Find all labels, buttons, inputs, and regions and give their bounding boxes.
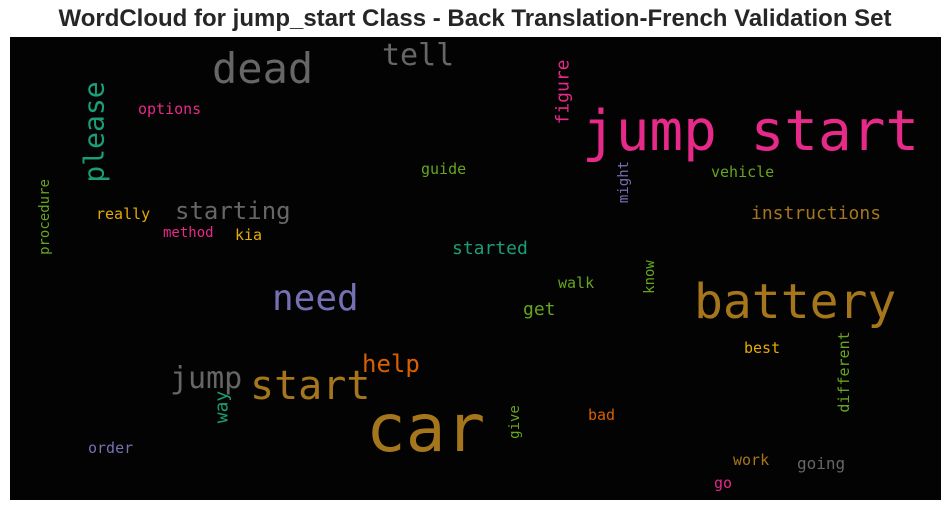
word-vehicle: vehicle (711, 163, 774, 181)
word-start: start (250, 363, 370, 409)
word-bad: bad (588, 406, 615, 424)
word-kia: kia (235, 226, 262, 244)
word-different: different (835, 331, 853, 412)
word-instructions: instructions (751, 203, 881, 224)
word-options: options (138, 100, 201, 118)
word-walk: walk (558, 274, 594, 292)
word-best: best (744, 339, 780, 357)
word-jump-start: jump start (582, 99, 919, 164)
word-starting: starting (175, 197, 291, 225)
chart-title: WordCloud for jump_start Class - Back Tr… (58, 5, 892, 32)
word-guide: guide (421, 160, 466, 178)
word-might: might (616, 161, 632, 203)
word-started: started (452, 238, 528, 259)
word-really: really (96, 205, 150, 223)
wordcloud-svg: jump start battery car dead start need please t… (37, 38, 919, 492)
word-tell: tell (382, 38, 454, 73)
word-need: need (272, 278, 359, 319)
word-get: get (523, 299, 556, 320)
word-jump: jump (170, 361, 242, 396)
word-work: work (733, 451, 769, 469)
word-dead: dead (212, 44, 313, 93)
word-go: go (714, 474, 732, 492)
wordcloud-canvas: jump start battery car dead start need please t… (10, 37, 941, 500)
word-procedure: procedure (37, 179, 53, 255)
word-help: help (362, 350, 420, 378)
word-method: method (163, 225, 214, 241)
word-car: car (366, 390, 485, 467)
word-order: order (88, 439, 133, 457)
word-know: know (642, 260, 658, 294)
word-way: way (212, 391, 233, 424)
word-going: going (797, 454, 845, 473)
word-please: please (78, 81, 111, 182)
word-figure: figure (553, 59, 574, 124)
word-give: give (507, 405, 523, 439)
word-battery: battery (694, 274, 896, 330)
